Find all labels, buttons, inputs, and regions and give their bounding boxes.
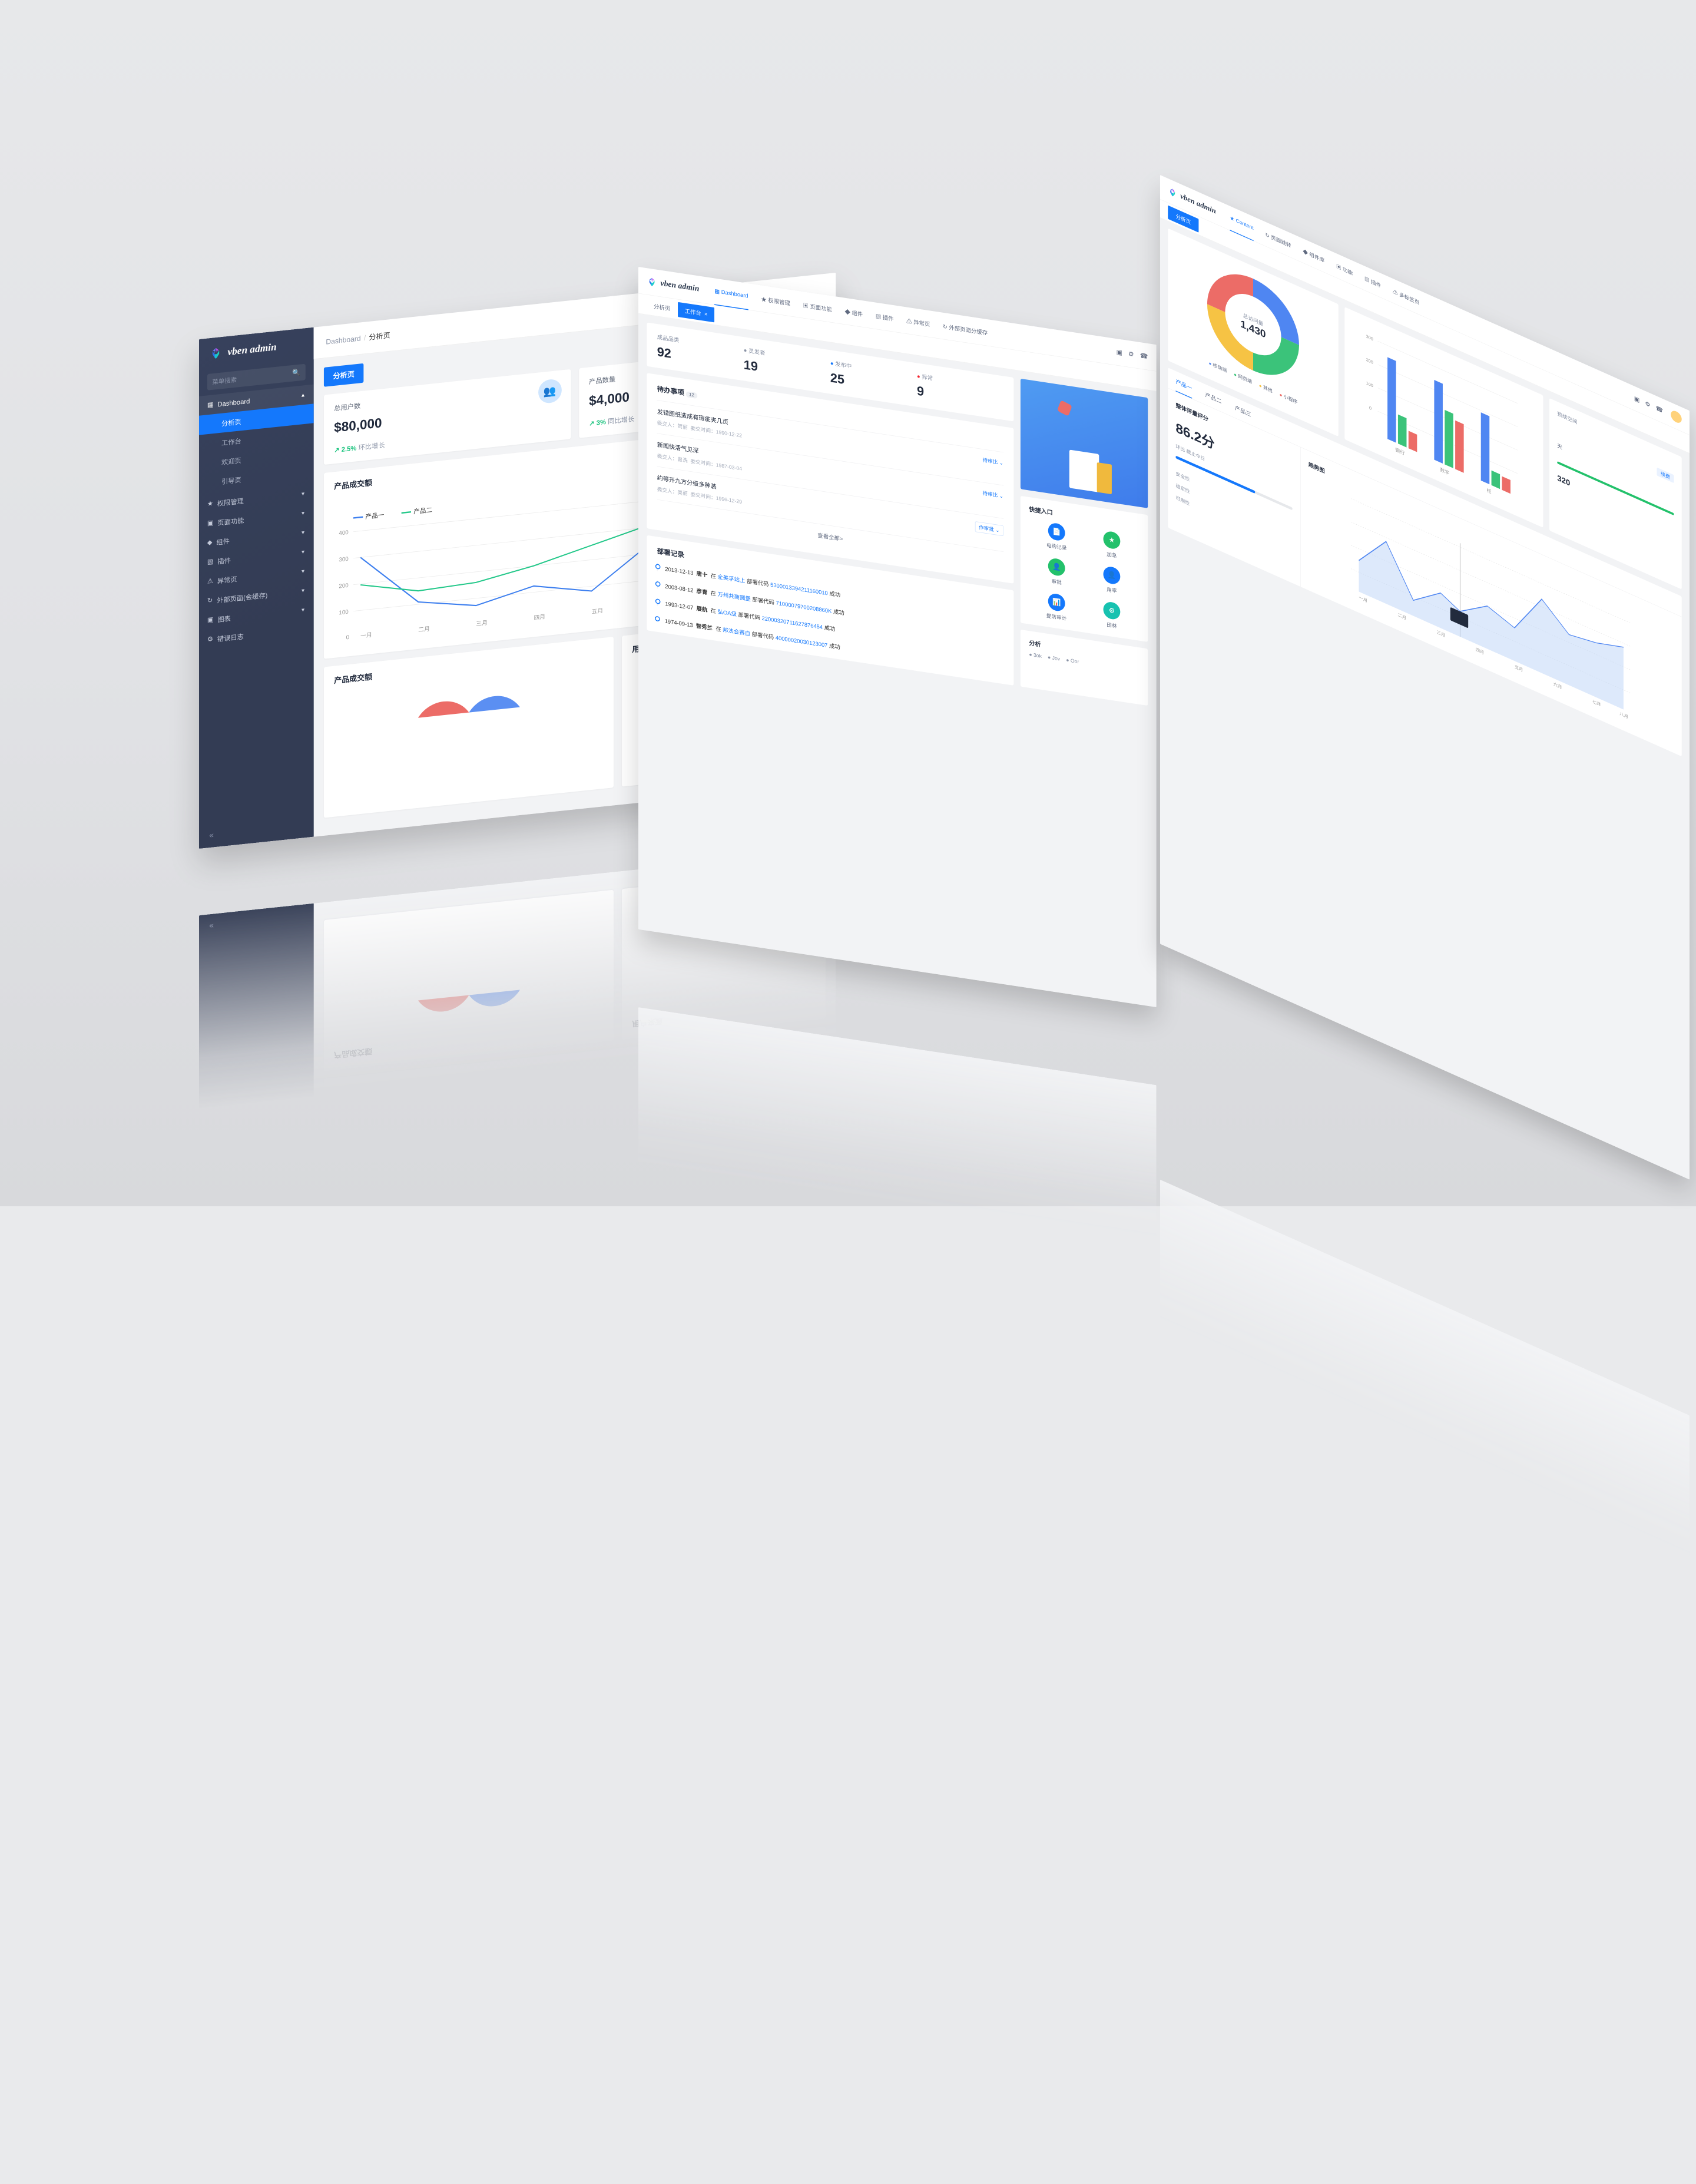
- svg-text:六月: 六月: [1553, 681, 1562, 690]
- svg-text:八月: 八月: [1619, 711, 1628, 720]
- svg-text:五月: 五月: [1515, 664, 1523, 673]
- svg-text:六月: 六月: [1553, 1788, 1562, 1797]
- svg-text:三月: 三月: [1437, 630, 1446, 638]
- svg-text:柜: 柜: [1487, 487, 1492, 495]
- svg-text:五月: 五月: [592, 607, 604, 616]
- svg-text:100: 100: [1366, 1921, 1373, 1930]
- svg-text:产品一: 产品一: [365, 1207, 384, 1216]
- svg-text:300: 300: [1366, 333, 1373, 342]
- svg-text:四月: 四月: [534, 613, 545, 621]
- svg-text:柜: 柜: [1487, 1921, 1492, 1929]
- svg-text:产品二: 产品二: [413, 506, 432, 515]
- svg-text:0: 0: [1369, 405, 1372, 411]
- svg-text:300: 300: [1366, 1968, 1373, 1977]
- svg-text:数字: 数字: [1440, 466, 1449, 476]
- svg-text:二月: 二月: [1398, 1718, 1407, 1727]
- svg-text:数字: 数字: [1440, 1901, 1449, 1911]
- svg-text:一月: 一月: [360, 631, 372, 640]
- svg-text:200: 200: [1366, 357, 1373, 365]
- svg-text:五月: 五月: [1515, 1770, 1523, 1779]
- svg-text:0: 0: [1369, 1900, 1372, 1905]
- svg-text:一月: 一月: [1359, 1700, 1367, 1709]
- svg-text:三月: 三月: [1437, 1735, 1446, 1744]
- svg-text:100: 100: [339, 609, 349, 617]
- svg-text:二月: 二月: [418, 626, 430, 634]
- svg-text:0: 0: [346, 634, 350, 641]
- svg-text:总访问量: 总访问量: [1243, 1879, 1263, 1894]
- svg-text:四月: 四月: [1476, 1753, 1485, 1762]
- svg-text:银行: 银行: [1395, 446, 1404, 456]
- svg-text:200: 200: [339, 583, 349, 590]
- svg-text:三月: 三月: [476, 619, 488, 627]
- svg-text:一月: 一月: [1359, 595, 1367, 604]
- svg-text:400: 400: [339, 530, 349, 537]
- svg-text:100: 100: [1366, 380, 1373, 389]
- svg-text:200: 200: [1366, 1945, 1373, 1953]
- svg-text:七月: 七月: [1592, 699, 1601, 707]
- svg-text:银行: 银行: [1395, 1881, 1404, 1891]
- svg-text:八月: 八月: [1619, 1817, 1628, 1826]
- svg-text:产品一: 产品一: [365, 511, 384, 521]
- svg-text:七月: 七月: [1592, 1805, 1601, 1814]
- svg-text:1,430: 1,430: [1240, 1866, 1266, 1888]
- svg-text:四月: 四月: [1476, 647, 1485, 656]
- svg-text:二月: 二月: [1398, 612, 1407, 621]
- svg-text:300: 300: [339, 556, 349, 564]
